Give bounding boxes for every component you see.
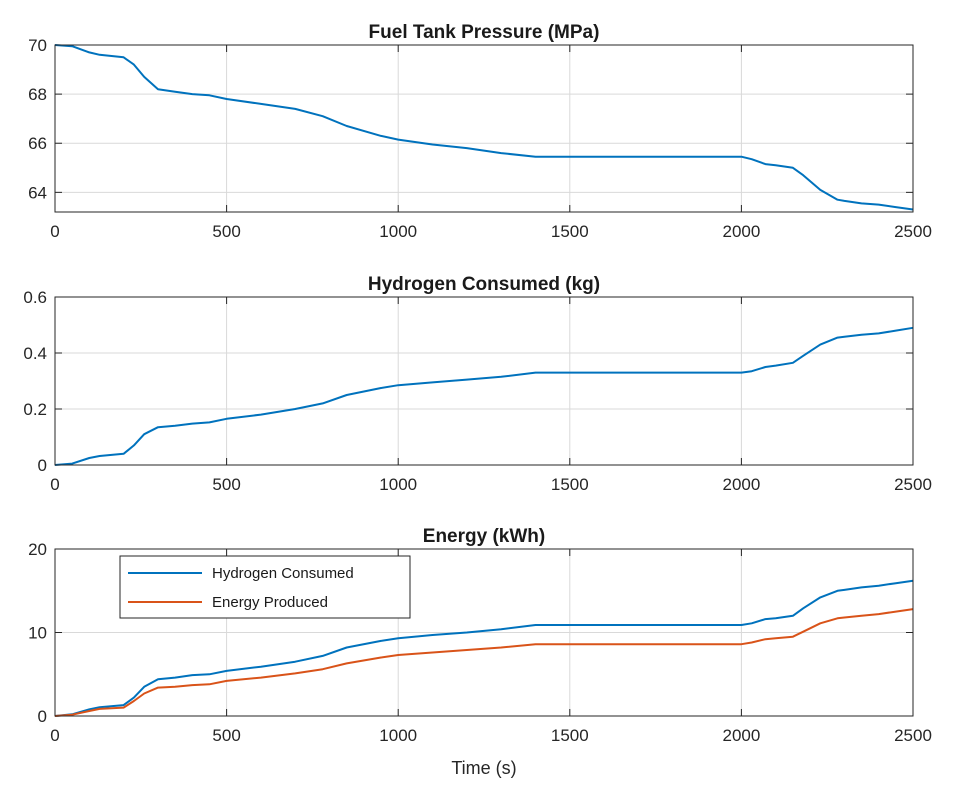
y-tick-label: 66 <box>28 134 47 153</box>
x-tick-label: 0 <box>50 222 59 241</box>
legend-label: Hydrogen Consumed <box>212 565 354 582</box>
x-tick-label: 1000 <box>379 726 417 745</box>
x-tick-label: 2000 <box>722 222 760 241</box>
x-tick-label: 500 <box>212 726 240 745</box>
x-tick-label: 1000 <box>379 222 417 241</box>
subplot-3: 0 500 1000 1500 2000 2500 0 10 20 Energy (kWh) Tim… <box>28 526 932 778</box>
x-tick-label: 0 <box>50 726 59 745</box>
subplot-title: Fuel Tank Pressure (MPa) <box>369 22 600 43</box>
x-tick-label: 0 <box>50 475 59 494</box>
subplot-title: Energy (kWh) <box>423 526 545 547</box>
x-tick-label: 500 <box>212 222 240 241</box>
y-tick-label: 70 <box>28 36 47 55</box>
y-tick-label: 0.4 <box>23 344 47 363</box>
series-line-1 <box>54 326 914 466</box>
subplot-title: Hydrogen Consumed (kg) <box>368 274 600 295</box>
series-line-1 <box>54 579 914 717</box>
y-tick-label: 0 <box>38 707 47 726</box>
x-tick-label: 1500 <box>551 475 589 494</box>
plot-area <box>55 297 913 465</box>
legend-box <box>119 555 411 619</box>
x-tick-label: 2500 <box>894 475 932 494</box>
series-line-1 <box>54 44 914 211</box>
x-tick-label: 1500 <box>551 222 589 241</box>
legend-label: Energy Produced <box>212 594 328 611</box>
y-tick-label: 20 <box>28 540 47 559</box>
axes-box <box>54 296 914 466</box>
y-tick-label: 0.6 <box>23 288 47 307</box>
x-tick-label: 2500 <box>894 222 932 241</box>
x-tick-label: 2000 <box>722 475 760 494</box>
y-tick-label: 0 <box>38 456 47 475</box>
series-line-2 <box>54 608 914 717</box>
y-tick-label: 10 <box>28 624 47 643</box>
x-tick-label: 500 <box>212 475 240 494</box>
subplot-2: 0 500 1000 1500 2000 2500 0 0.2 0.4 0.6 Hydrogen C… <box>23 274 932 494</box>
x-tick-label: 2000 <box>722 726 760 745</box>
y-tick-label: 0.2 <box>23 400 47 419</box>
y-tick-label: 68 <box>28 85 47 104</box>
x-tick-label: 1000 <box>379 475 417 494</box>
legend: Hydrogen Consumed Energy Produced <box>119 555 411 619</box>
x-tick-label: 2500 <box>894 726 932 745</box>
x-axis-label: Time (s) <box>451 758 516 778</box>
axes-box <box>54 44 914 213</box>
y-tick-label: 64 <box>28 183 47 202</box>
plot-area <box>55 45 913 212</box>
subplot-1: 0 500 1000 1500 2000 2500 64 66 68 70 Fuel Tank Pr… <box>28 22 932 241</box>
x-tick-label: 1500 <box>551 726 589 745</box>
